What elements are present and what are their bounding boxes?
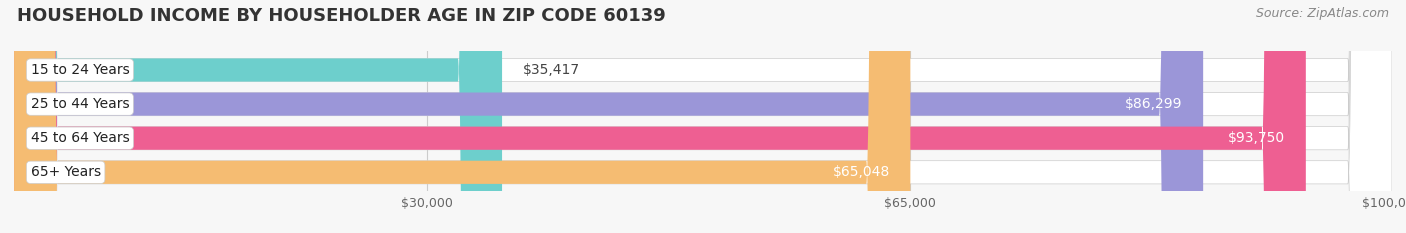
Text: $86,299: $86,299 bbox=[1125, 97, 1182, 111]
Text: $35,417: $35,417 bbox=[523, 63, 579, 77]
FancyBboxPatch shape bbox=[14, 0, 1392, 233]
Text: 65+ Years: 65+ Years bbox=[31, 165, 101, 179]
Text: HOUSEHOLD INCOME BY HOUSEHOLDER AGE IN ZIP CODE 60139: HOUSEHOLD INCOME BY HOUSEHOLDER AGE IN Z… bbox=[17, 7, 665, 25]
FancyBboxPatch shape bbox=[14, 0, 1204, 233]
FancyBboxPatch shape bbox=[14, 0, 1392, 233]
Text: $93,750: $93,750 bbox=[1227, 131, 1285, 145]
Text: 15 to 24 Years: 15 to 24 Years bbox=[31, 63, 129, 77]
Text: $65,048: $65,048 bbox=[832, 165, 890, 179]
Text: Source: ZipAtlas.com: Source: ZipAtlas.com bbox=[1256, 7, 1389, 20]
Text: 45 to 64 Years: 45 to 64 Years bbox=[31, 131, 129, 145]
Text: 25 to 44 Years: 25 to 44 Years bbox=[31, 97, 129, 111]
FancyBboxPatch shape bbox=[14, 0, 1392, 233]
FancyBboxPatch shape bbox=[14, 0, 1306, 233]
FancyBboxPatch shape bbox=[14, 0, 910, 233]
FancyBboxPatch shape bbox=[14, 0, 502, 233]
FancyBboxPatch shape bbox=[14, 0, 1392, 233]
